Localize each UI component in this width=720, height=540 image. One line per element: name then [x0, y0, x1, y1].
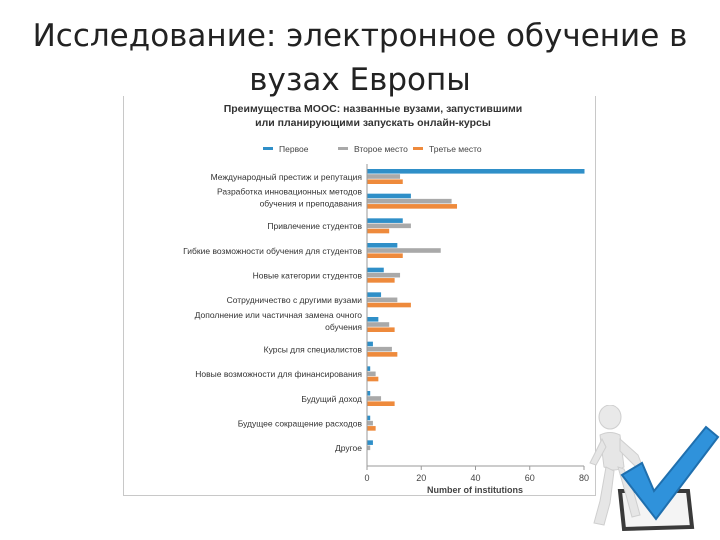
- category-label: Дополнение или частичная замена очного: [195, 310, 363, 320]
- bar: [367, 302, 411, 308]
- bar: [367, 267, 384, 273]
- bar: [367, 366, 371, 371]
- bar: [367, 223, 411, 229]
- category-label: Сотрудничество с другими вузами: [227, 295, 363, 305]
- slide-title-line-1: Исследование: электронное обучение в: [32, 18, 688, 54]
- bar: [367, 401, 395, 406]
- legend-swatch: [263, 147, 273, 150]
- category-label: Будущее сокращение расходов: [238, 418, 363, 428]
- bar: [367, 248, 441, 253]
- bar: [367, 341, 373, 347]
- bar: [367, 193, 411, 199]
- bar: [367, 278, 395, 283]
- legend-label: Второе место: [354, 144, 408, 154]
- bar: [367, 243, 398, 248]
- bar: [367, 169, 585, 174]
- person-with-checkmark-illustration: [589, 405, 720, 532]
- x-tick-label: 40: [470, 473, 480, 483]
- bar: [367, 253, 403, 258]
- bar: [367, 415, 371, 421]
- category-label: Новые категории студентов: [253, 270, 363, 280]
- category-label: обучения и преподавания: [260, 198, 363, 208]
- bar: [367, 426, 376, 431]
- category-label: Гибкие возможности обучения для студенто…: [183, 246, 362, 256]
- bar: [367, 391, 371, 396]
- legend-label: Третье место: [429, 144, 482, 154]
- bar: [367, 204, 458, 209]
- legend-swatch: [338, 147, 348, 150]
- bar: [367, 228, 390, 234]
- mooc-benefits-bar-chart: Преимущества MOOC: названные вузами, зап…: [123, 96, 596, 496]
- bar: [367, 317, 379, 322]
- category-label: Будущий доход: [301, 394, 362, 404]
- category-label: Курсы для специалистов: [264, 344, 363, 354]
- bar: [367, 445, 371, 451]
- x-tick-label: 60: [525, 473, 535, 483]
- bar: [367, 272, 401, 278]
- category-label: Разработка инновационных методов: [217, 186, 362, 196]
- bar: [367, 292, 382, 297]
- category-label: Новые возможности для финансирования: [195, 369, 362, 379]
- legend-swatch: [413, 147, 423, 150]
- bar: [367, 352, 398, 357]
- bar: [367, 396, 382, 401]
- bar: [367, 297, 398, 303]
- checkmark-icon: [620, 425, 720, 521]
- chart-frame: [123, 96, 596, 496]
- x-tick-label: 20: [416, 473, 426, 483]
- chart-title-line: Преимущества MOOC: названные вузами, зап…: [224, 103, 523, 115]
- legend-label: Первое: [279, 144, 309, 154]
- bar: [367, 376, 379, 382]
- category-label: обучения: [325, 322, 362, 332]
- x-axis-label: Number of institutions: [427, 485, 523, 495]
- bar: [367, 218, 403, 223]
- x-tick-label: 0: [364, 473, 369, 483]
- bar: [367, 346, 392, 352]
- bar: [367, 174, 401, 179]
- slide-title: Исследование: электронное обучение в вуз…: [0, 14, 720, 102]
- category-label: Привлечение студентов: [267, 221, 362, 231]
- category-label: Международный престиж и репутация: [211, 172, 363, 182]
- bar: [367, 198, 452, 204]
- bar: [367, 327, 395, 332]
- bar: [367, 371, 376, 377]
- x-tick-label: 80: [579, 473, 589, 483]
- person-figure: [589, 405, 643, 526]
- bar: [367, 179, 403, 184]
- slide-title-line-2: вузах Европы: [249, 62, 471, 98]
- chart-container: Преимущества MOOC: названные вузами, зап…: [123, 96, 596, 496]
- bar: [367, 420, 373, 426]
- category-label: Другое: [335, 443, 362, 453]
- bar: [367, 440, 373, 445]
- chart-title-line: или планирующими запускать онлайн-курсы: [255, 117, 491, 129]
- bar: [367, 322, 390, 327]
